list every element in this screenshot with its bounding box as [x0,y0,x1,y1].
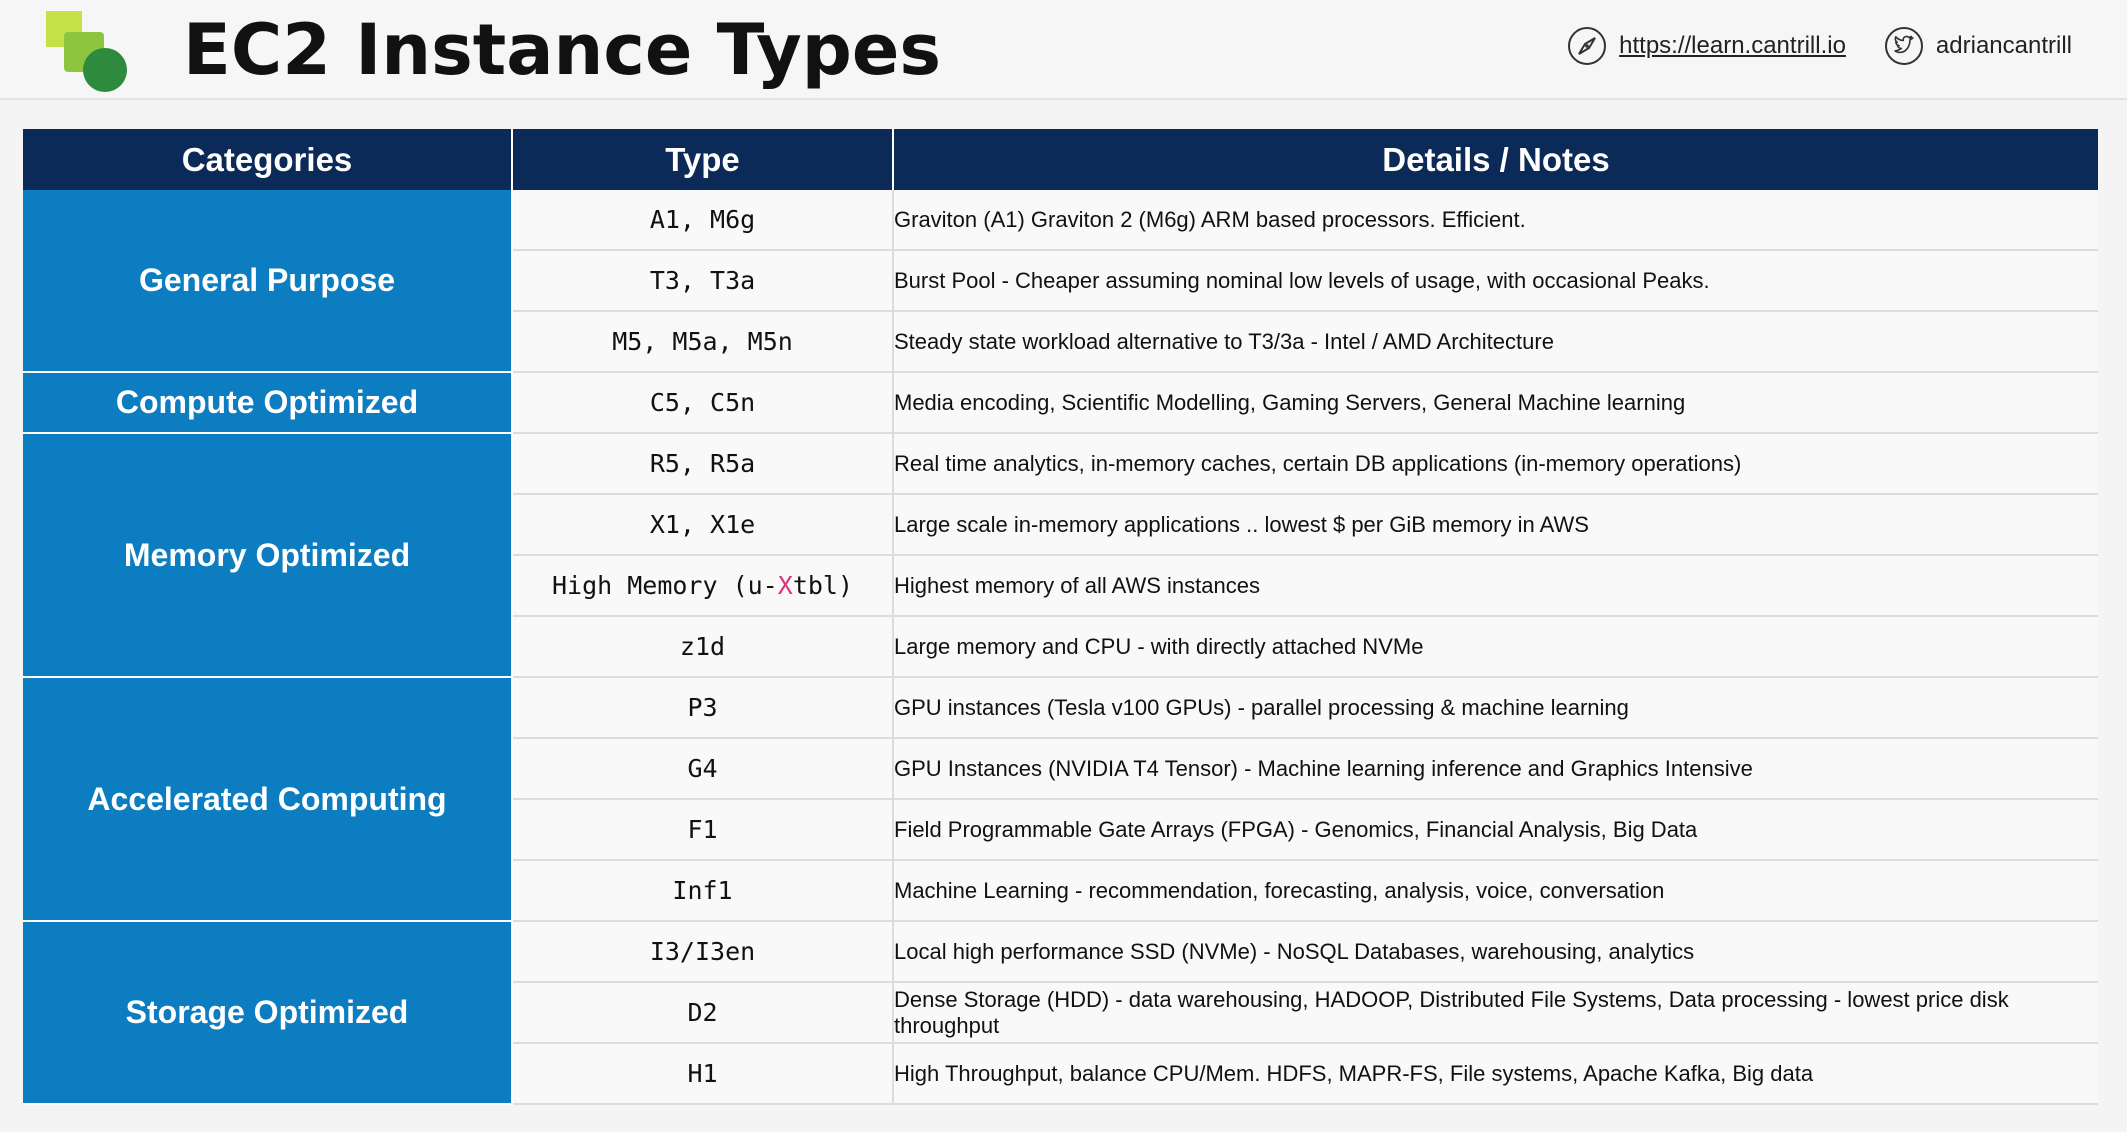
note-cell: Highest memory of all AWS instances [893,555,2098,617]
compass-icon [1567,26,1607,66]
note-cell: Graviton (A1) Graviton 2 (M6g) ARM based… [893,190,2098,251]
category-storage-optimized: Storage Optimized [23,921,513,1105]
table-row: H1 High Throughput, balance CPU/Mem. HDF… [23,1043,2098,1105]
table-row: Accelerated Computing P3 GPU instances (… [23,677,2098,922]
type-cell: T3, T3a [512,250,894,312]
note-cell: Dense Storage (HDD) - data warehousing, … [893,982,2098,1044]
table-row: F1 Field Programmable Gate Arrays (FPGA)… [23,799,2098,861]
type-suffix: tbl) [792,571,854,600]
type-cell: z1d [512,616,894,678]
type-cell: R5, R5a [512,433,894,495]
table-row: T3, T3a Burst Pool - Cheaper assuming no… [23,250,2098,312]
type-cell: A1, M6g [512,190,894,251]
instance-types-table: Categories Type Details / Notes General … [23,129,2098,1105]
type-cell: C5, C5n [512,372,894,434]
note-cell: GPU Instances (NVIDIA T4 Tensor) - Machi… [893,738,2098,800]
table-row: Memory Optimized R5, R5a Real time analy… [23,433,2098,678]
category-compute-optimized: Compute Optimized [23,372,513,434]
category-accelerated-computing: Accelerated Computing [23,677,513,922]
type-cell: F1 [512,799,894,861]
table-row: X1, X1e Large scale in-memory applicatio… [23,494,2098,556]
note-cell: High Throughput, balance CPU/Mem. HDFS, … [893,1043,2098,1105]
type-cell: G4 [512,738,894,800]
header-bar: EC2 Instance Types https://learn.cantril… [0,0,2127,100]
table-row: General Purpose A1, M6g Graviton (A1) Gr… [23,190,2098,373]
type-cell: Inf1 [512,860,894,922]
table-row: Compute Optimized C5, C5n Media encoding… [23,372,2098,434]
note-cell: Field Programmable Gate Arrays (FPGA) - … [893,799,2098,861]
type-highlight: X [777,571,793,600]
type-cell: D2 [512,982,894,1044]
header-details: Details / Notes [893,129,2098,190]
table-row: z1d Large memory and CPU - with directly… [23,616,2098,678]
twitter-handle: adriancantrill [1935,32,2072,59]
category-general-purpose: General Purpose [23,190,513,373]
category-memory-optimized: Memory Optimized [23,433,513,678]
header-links: https://learn.cantrill.io adriancantrill [1567,26,2072,66]
table-row: D2 Dense Storage (HDD) - data warehousin… [23,982,2098,1044]
table-header-row: Categories Type Details / Notes [23,129,2098,190]
website-link[interactable]: https://learn.cantrill.io [1567,26,1846,66]
table-row: G4 GPU Instances (NVIDIA T4 Tensor) - Ma… [23,738,2098,800]
twitter-link[interactable]: adriancantrill [1884,26,2072,66]
note-cell: Media encoding, Scientific Modelling, Ga… [893,372,2098,434]
table-row: Storage Optimized I3/I3en Local high per… [23,921,2098,1105]
type-cell: I3/I3en [512,921,894,983]
header-type: Type [512,129,894,190]
note-cell: Steady state workload alternative to T3/… [893,311,2098,373]
note-cell: Large memory and CPU - with directly att… [893,616,2098,678]
type-cell: P3 [512,677,894,739]
type-cell: X1, X1e [512,494,894,556]
type-cell: High Memory (u-Xtbl) [512,555,894,617]
note-cell: Large scale in-memory applications .. lo… [893,494,2098,556]
note-cell: Real time analytics, in-memory caches, c… [893,433,2098,495]
cantrill-logo [40,8,130,93]
website-url[interactable]: https://learn.cantrill.io [1619,32,1846,59]
type-prefix: High Memory (u- [551,571,778,600]
note-cell: Burst Pool - Cheaper assuming nominal lo… [893,250,2098,312]
table-row: Inf1 Machine Learning - recommendation, … [23,860,2098,922]
page-title: EC2 Instance Types [183,9,942,91]
type-cell: M5, M5a, M5n [512,311,894,373]
type-cell: H1 [512,1043,894,1105]
header-categories: Categories [23,129,513,190]
note-cell: Machine Learning - recommendation, forec… [893,860,2098,922]
logo-circle-dark [83,48,127,92]
twitter-bird-icon [1884,26,1924,66]
table-row: High Memory (u-Xtbl) Highest memory of a… [23,555,2098,617]
table-row: M5, M5a, M5n Steady state workload alter… [23,311,2098,373]
note-cell: Local high performance SSD (NVMe) - NoSQ… [893,921,2098,983]
note-cell: GPU instances (Tesla v100 GPUs) - parall… [893,677,2098,739]
